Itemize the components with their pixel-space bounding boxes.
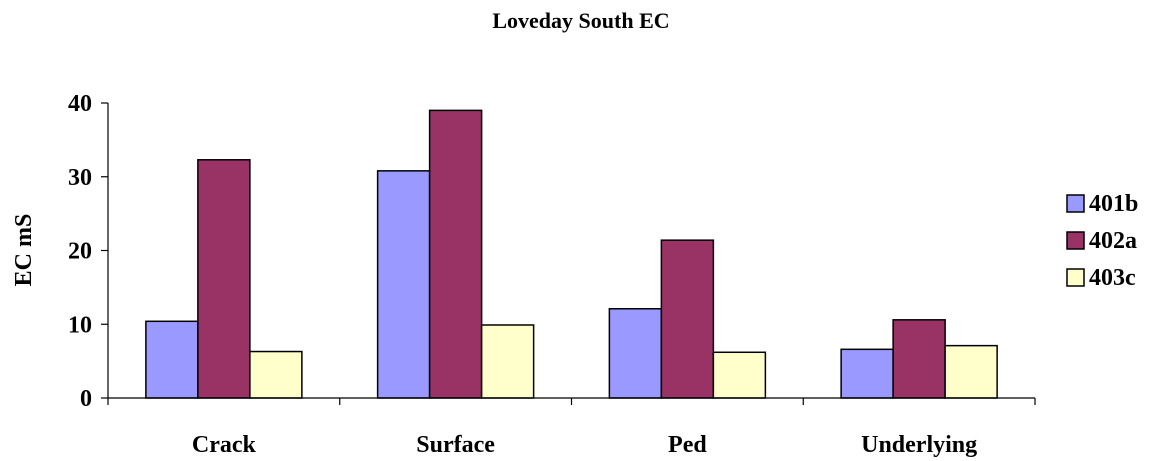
legend-swatch-401b [1066, 194, 1085, 213]
bar-403c-underlying [944, 344, 998, 399]
bar-402a-ped [660, 239, 715, 399]
legend-label-403c: 403c [1089, 265, 1136, 291]
y-axis-label: EC mS [11, 214, 37, 287]
chart-title: Loveday South EC [492, 8, 670, 33]
x-tick-label-crack: Crack [192, 432, 257, 458]
legend-label-401b: 401b [1089, 191, 1138, 217]
bar-401b-crack [145, 320, 199, 399]
y-tick-label: 40 [68, 91, 92, 117]
y-tick-label: 30 [68, 165, 92, 191]
bar-403c-crack [249, 350, 303, 399]
bars [145, 109, 998, 399]
bar-402a-crack [197, 159, 251, 399]
legend-swatch-403c [1066, 268, 1085, 287]
y-tick-label: 0 [80, 386, 92, 412]
legend: 401b 402a 403c [1066, 191, 1138, 291]
bar-403c-ped [712, 351, 767, 399]
bar-401b-surface [376, 170, 431, 399]
x-tick-label-surface: Surface [416, 432, 495, 458]
axes: 0 10 20 30 40 Crack Surface Ped Underlying [68, 91, 1036, 458]
bar-402a-surface [428, 109, 483, 399]
y-tick-label: 20 [68, 239, 92, 265]
bar-401b-underlying [840, 348, 894, 399]
bar-402a-underlying [892, 319, 946, 399]
legend-label-402a: 402a [1089, 228, 1137, 254]
x-tick-label-underlying: Underlying [861, 432, 977, 458]
y-tick-label: 10 [68, 312, 92, 338]
legend-swatch-402a [1066, 231, 1085, 250]
bar-401b-ped [608, 308, 663, 399]
x-tick-label-ped: Ped [668, 432, 707, 458]
bar-403c-surface [480, 324, 535, 399]
